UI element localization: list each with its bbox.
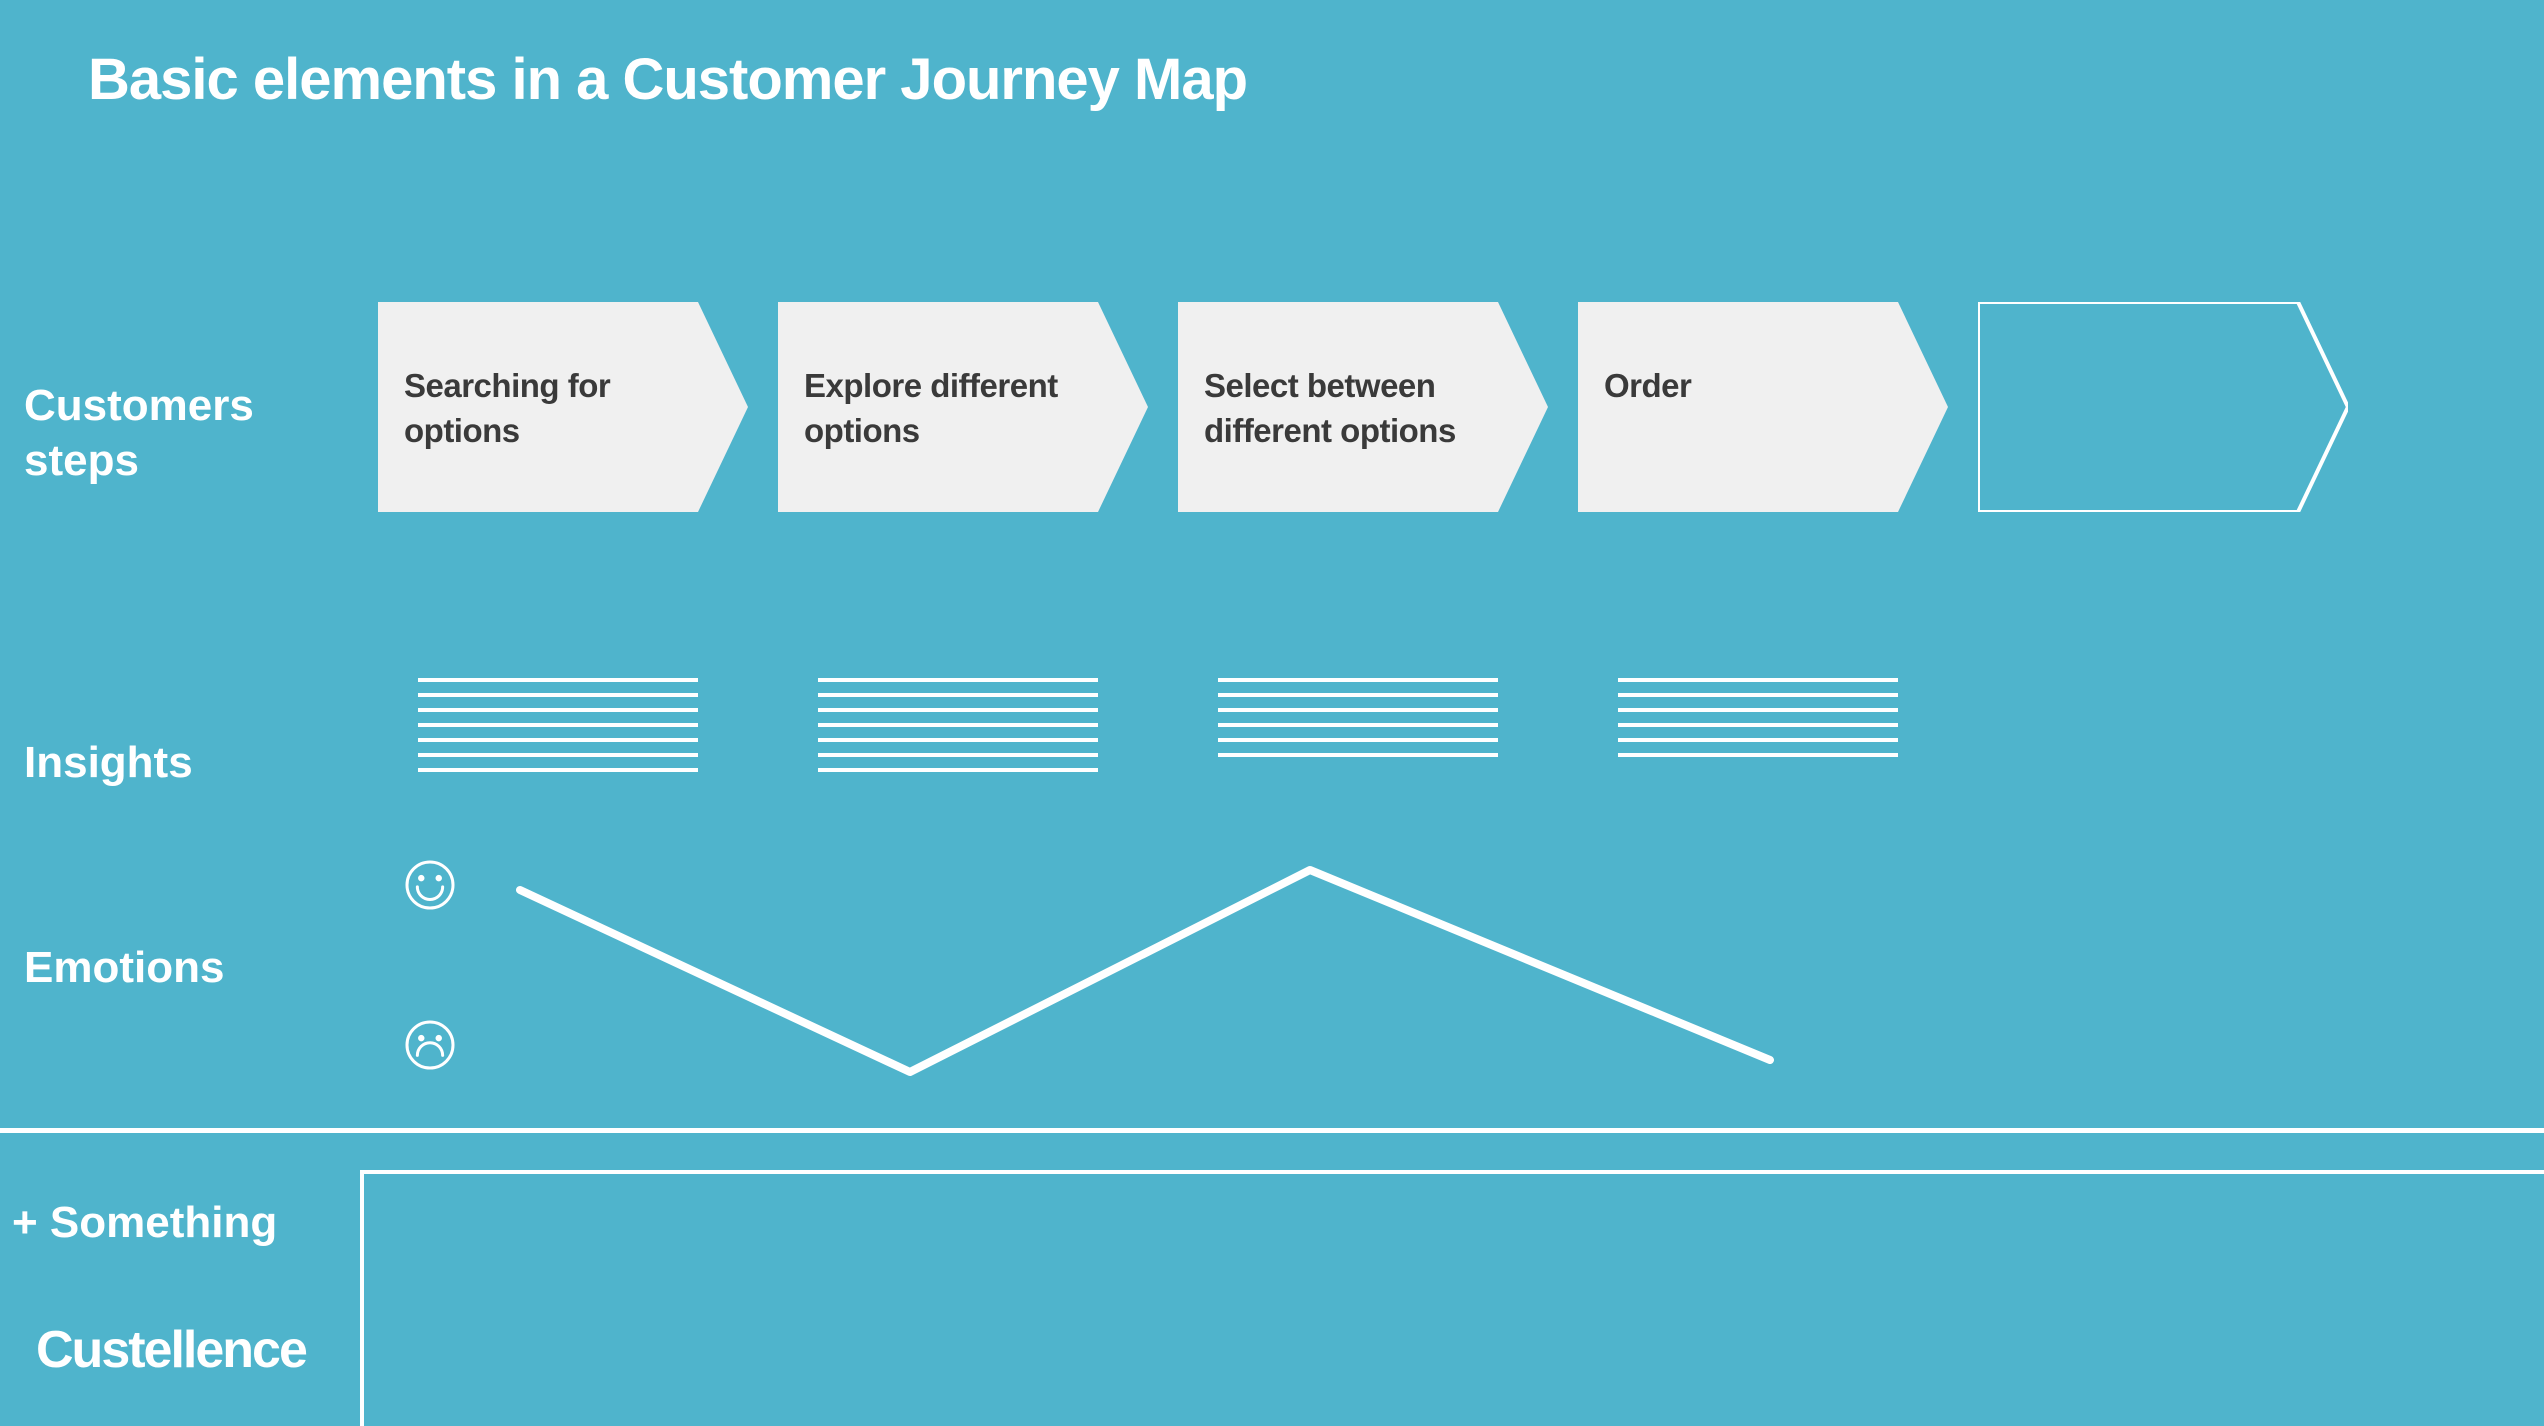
brand-logo-text: Custellence [36, 1320, 306, 1380]
something-content-box [360, 1170, 2544, 1426]
section-divider [0, 1128, 2544, 1133]
journey-map-canvas: Basic elements in a Customer Journey Map… [0, 0, 2544, 1426]
